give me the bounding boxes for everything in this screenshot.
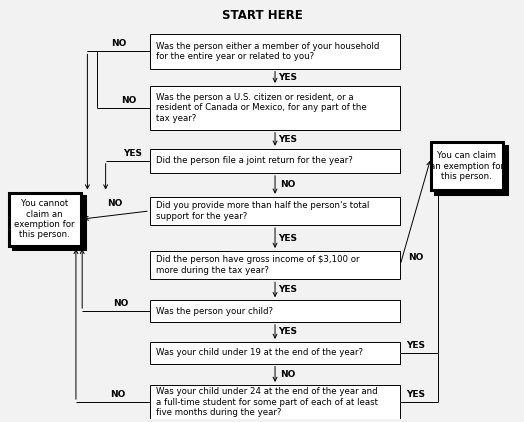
Text: YES: YES (279, 135, 298, 144)
FancyBboxPatch shape (150, 385, 400, 419)
FancyBboxPatch shape (150, 149, 400, 173)
FancyBboxPatch shape (435, 146, 507, 194)
Text: NO: NO (111, 39, 126, 49)
FancyBboxPatch shape (13, 196, 85, 249)
Text: YES: YES (279, 73, 298, 82)
Text: YES: YES (406, 390, 425, 399)
Text: YES: YES (279, 327, 298, 336)
Text: NO: NO (280, 370, 296, 379)
Text: Was your child under 19 at the end of the year?: Was your child under 19 at the end of th… (156, 348, 363, 357)
Text: YES: YES (124, 149, 143, 158)
Text: Was the person either a member of your household
for the entire year or related : Was the person either a member of your h… (156, 42, 379, 61)
Text: Was your child under 24 at the end of the year and
a full-time student for some : Was your child under 24 at the end of th… (156, 387, 378, 417)
Text: Was the person a U.S. citizen or resident, or a
resident of Canada or Mexico, fo: Was the person a U.S. citizen or residen… (156, 93, 367, 123)
Text: NO: NO (114, 299, 129, 308)
Text: Was the person your child?: Was the person your child? (156, 306, 273, 316)
Text: You can claim
an exemption for
this person.: You can claim an exemption for this pers… (430, 151, 504, 181)
FancyBboxPatch shape (431, 142, 503, 190)
FancyBboxPatch shape (150, 34, 400, 69)
Text: Did the person file a joint return for the year?: Did the person file a joint return for t… (156, 156, 353, 165)
FancyBboxPatch shape (150, 86, 400, 130)
Text: YES: YES (279, 285, 298, 294)
Text: NO: NO (121, 96, 136, 105)
Text: NO: NO (408, 253, 423, 262)
Text: You cannot
claim an
exemption for
this person.: You cannot claim an exemption for this p… (14, 199, 75, 239)
Text: Did you provide more than half the person's total
support for the year?: Did you provide more than half the perso… (156, 201, 369, 221)
Text: Did the person have gross income of $3,100 or
more during the tax year?: Did the person have gross income of $3,1… (156, 255, 359, 275)
Text: YES: YES (279, 233, 298, 243)
Text: START HERE: START HERE (222, 10, 302, 22)
Text: NO: NO (111, 390, 126, 399)
Text: NO: NO (280, 180, 296, 189)
Text: NO: NO (107, 199, 123, 208)
FancyBboxPatch shape (150, 251, 400, 279)
FancyBboxPatch shape (9, 192, 81, 246)
FancyBboxPatch shape (150, 342, 400, 364)
FancyBboxPatch shape (150, 300, 400, 322)
Text: YES: YES (406, 341, 425, 350)
FancyBboxPatch shape (150, 197, 400, 225)
